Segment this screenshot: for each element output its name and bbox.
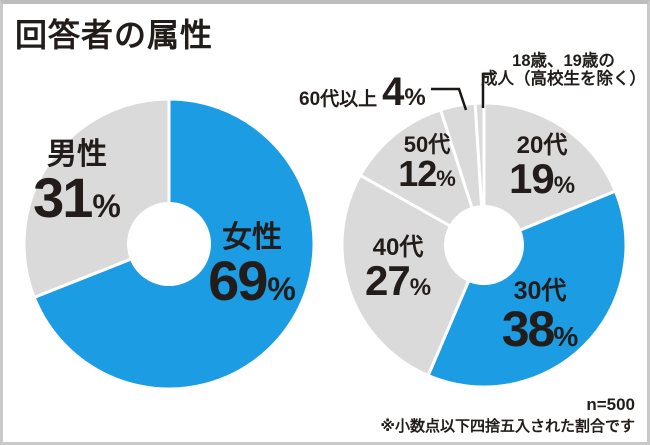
age-60s-plus-label-text: 60代以上 bbox=[299, 89, 378, 110]
female-slice-label: 女性 69% bbox=[202, 221, 302, 312]
slice-50s bbox=[358, 108, 486, 247]
donut-hole bbox=[444, 205, 524, 285]
age-50s-percent-value: 12 bbox=[398, 153, 437, 195]
age-18-19-label-line2: 成人（高校生を除く） bbox=[481, 70, 646, 89]
age-donut-chart bbox=[340, 101, 628, 389]
page-title: 回答者の属性 bbox=[15, 17, 214, 53]
age-60s-plus-percent-sign: % bbox=[404, 84, 426, 111]
age-40s-slice-label: 40代 27% bbox=[343, 234, 453, 305]
age-30s-percent-sign: % bbox=[553, 320, 579, 352]
female-percent-value: 69 bbox=[208, 249, 268, 312]
age-40s-percent-value: 27 bbox=[364, 257, 411, 305]
male-label-text: 男性 bbox=[47, 138, 107, 171]
age-50s-label-text: 50代 bbox=[403, 132, 451, 157]
donut-hole bbox=[127, 202, 211, 286]
slice-20s bbox=[482, 101, 617, 247]
age-40s-percent-sign: % bbox=[409, 274, 432, 302]
male-percent-value: 31 bbox=[33, 166, 93, 229]
age-30s-slice-label: 30代 38% bbox=[485, 277, 595, 357]
footnote: n=500 ※小数点以下四捨五入された割合です bbox=[380, 394, 635, 436]
age-20s-percent-value: 19 bbox=[508, 155, 555, 203]
slice-30s bbox=[426, 189, 628, 389]
age-18-19-callout: 18歳、19歳の 成人（高校生を除く） 1% bbox=[481, 49, 647, 89]
age-20s-slice-label: 20代 19% bbox=[487, 132, 597, 203]
female-label-text: 女性 bbox=[222, 221, 282, 254]
age-18-19-label-line1: 18歳、19歳の bbox=[512, 52, 615, 70]
age-20s-percent-sign: % bbox=[553, 172, 576, 200]
gender-donut-chart bbox=[22, 97, 316, 391]
age-40s-label-text: 40代 bbox=[372, 234, 424, 261]
age-20s-label-text: 20代 bbox=[516, 132, 568, 159]
age-60s-plus-percent-value: 4 bbox=[382, 70, 405, 114]
age-60s-plus-callout: 60代以上 4% bbox=[299, 70, 426, 114]
age-50s-slice-label: 50代 12% bbox=[373, 132, 481, 195]
male-percent-sign: % bbox=[92, 188, 121, 224]
age-30s-label-text: 30代 bbox=[513, 277, 567, 305]
sample-size: n=500 bbox=[586, 395, 635, 415]
female-percent-sign: % bbox=[267, 271, 296, 307]
male-slice-label: 男性 31% bbox=[25, 138, 129, 229]
age-30s-percent-value: 38 bbox=[501, 300, 556, 357]
rounding-note: ※小数点以下四捨五入された割合です bbox=[380, 417, 635, 435]
age-50s-percent-sign: % bbox=[436, 166, 456, 192]
